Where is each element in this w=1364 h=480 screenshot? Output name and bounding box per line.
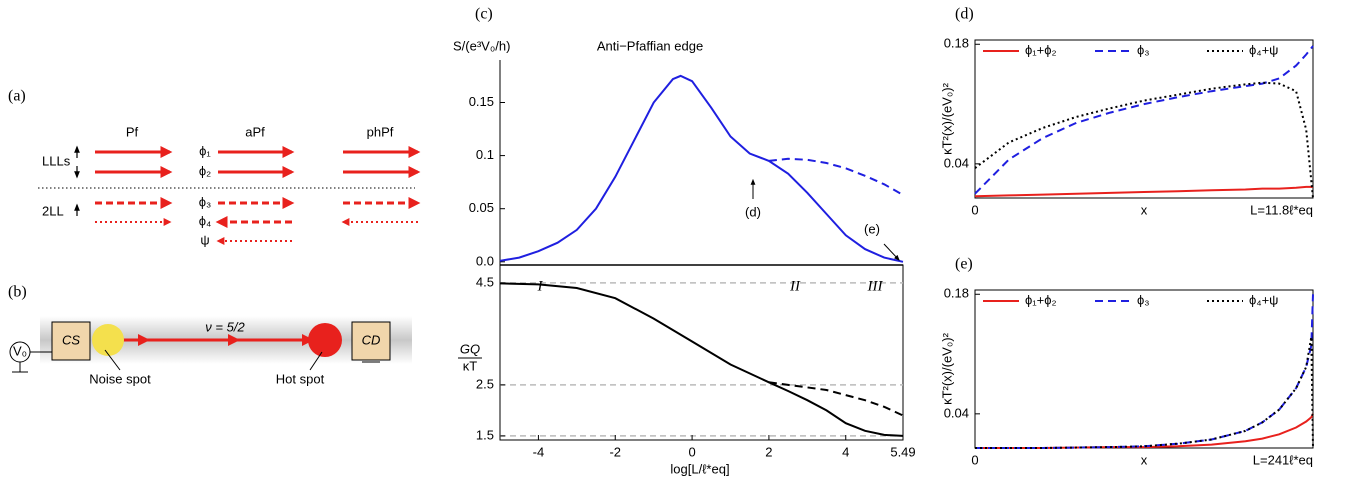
plot-frame — [974, 39, 1314, 199]
panel-label: (d) — [955, 6, 974, 23]
x-tick-label: 4 — [842, 444, 849, 459]
legend-label: ϕ₄+ψ — [1249, 42, 1278, 57]
edge-arrow — [228, 334, 240, 346]
legend-label: ϕ₄+ψ — [1249, 292, 1278, 307]
annotation: (d) — [745, 204, 761, 219]
pointer — [104, 349, 121, 371]
x-tick-label: 0 — [688, 444, 695, 459]
y-axis-label: GQ — [460, 341, 480, 356]
diagram-a: (a) Pf aPf phPf LLLs 2LL ϕ₁ ϕ₂ ϕ₃ ϕ₄ ψ — [8, 88, 421, 247]
regime-label: III — [867, 278, 884, 294]
field-label: ϕ₁ — [199, 143, 211, 158]
y-axis-label: κT²(x)/(eV₀)² — [939, 332, 954, 404]
y-tick-label: 0.1 — [476, 147, 494, 162]
voltage-label: V₀ — [13, 343, 27, 358]
y-tick-label: 0.15 — [469, 94, 494, 109]
field-label: ϕ₂ — [199, 163, 211, 178]
chart-title: Anti−Pfaffian edge — [597, 38, 703, 53]
x-tick-label: 0 — [971, 452, 978, 467]
series-line — [974, 45, 1314, 195]
diagram-b: (b) V₀ CS CD ν = 5/2 Noise spot Hot spot — [8, 284, 412, 386]
field-label: ϕ₄ — [199, 213, 212, 228]
annotation-arrow — [883, 243, 900, 261]
x-tick-label: -2 — [609, 444, 621, 459]
hot-spot-label: Hot spot — [276, 371, 325, 386]
plot-frame — [974, 289, 1314, 449]
regime-label: II — [789, 278, 801, 294]
y-axis-label: κT²(x)/(eV₀)² — [939, 82, 954, 154]
y-axis-label: κT — [463, 358, 478, 373]
x-tick-label: L=241ℓ*eq — [1253, 452, 1313, 467]
source-label: CS — [62, 332, 80, 347]
y-tick-label: 0.04 — [944, 405, 969, 420]
x-tick-label: 2 — [765, 444, 772, 459]
legend-label: ϕ₁+ϕ₂ — [1025, 292, 1057, 307]
series-line — [768, 381, 904, 417]
hot-spot — [308, 323, 342, 357]
y-tick-label: 0.0 — [476, 253, 494, 268]
regime-label: I — [537, 278, 544, 294]
x-axis-label: x — [1141, 202, 1148, 217]
series-line — [499, 282, 904, 437]
noise-spot — [92, 324, 124, 356]
field-label: ψ — [200, 232, 209, 247]
panel-label: (b) — [8, 284, 27, 301]
pointer — [309, 351, 323, 371]
y-tick-label: 0.18 — [944, 286, 969, 301]
plot-frame — [499, 264, 904, 441]
edge-arrow — [138, 334, 150, 346]
legend-label: ϕ₃ — [1137, 42, 1150, 57]
x-axis-label: x — [1141, 452, 1148, 467]
y-tick-label: 0.05 — [469, 200, 494, 215]
x-axis-label: log[L/ℓ*eq] — [670, 461, 729, 476]
legend-label: ϕ₃ — [1137, 292, 1150, 307]
series-line — [975, 294, 1314, 449]
field-label: ϕ₃ — [199, 194, 212, 209]
y-tick-label: 4.5 — [476, 274, 494, 289]
filling-label: ν = 5/2 — [205, 319, 245, 334]
annotation: (e) — [864, 221, 880, 236]
y-tick-label: 0.18 — [944, 36, 969, 51]
series-line — [974, 185, 1313, 198]
x-tick-label: 0 — [971, 202, 978, 217]
row-label: 2LL — [42, 203, 64, 218]
series-line — [499, 74, 904, 263]
x-tick-label: -4 — [533, 444, 545, 459]
panel-label: (e) — [955, 256, 973, 273]
y-tick-label: 1.5 — [476, 427, 494, 442]
series-line — [974, 81, 1314, 199]
source-contact — [51, 321, 91, 361]
series-line — [975, 336, 1314, 449]
y-tick-label: 0.04 — [944, 155, 969, 170]
column-label: aPf — [245, 124, 265, 139]
x-tick-label: 5.49 — [890, 444, 915, 459]
panel-label: (a) — [8, 88, 26, 105]
panel-label: (c) — [475, 6, 493, 23]
y-axis-label: S/(e³V₀/h) — [453, 38, 510, 53]
drain-label: CD — [362, 332, 381, 347]
series-line — [975, 413, 1314, 449]
series-line — [768, 157, 904, 196]
edge-arrows — [95, 146, 421, 245]
column-label: phPf — [367, 124, 394, 139]
row-label: LLLs — [42, 153, 71, 168]
x-tick-label: L=11.8ℓ*eq — [1250, 202, 1313, 217]
y-tick-label: 2.5 — [476, 376, 494, 391]
column-label: Pf — [126, 124, 139, 139]
legend-label: ϕ₁+ϕ₂ — [1025, 42, 1057, 57]
drain-contact — [351, 321, 391, 361]
noise-spot-label: Noise spot — [89, 371, 151, 386]
